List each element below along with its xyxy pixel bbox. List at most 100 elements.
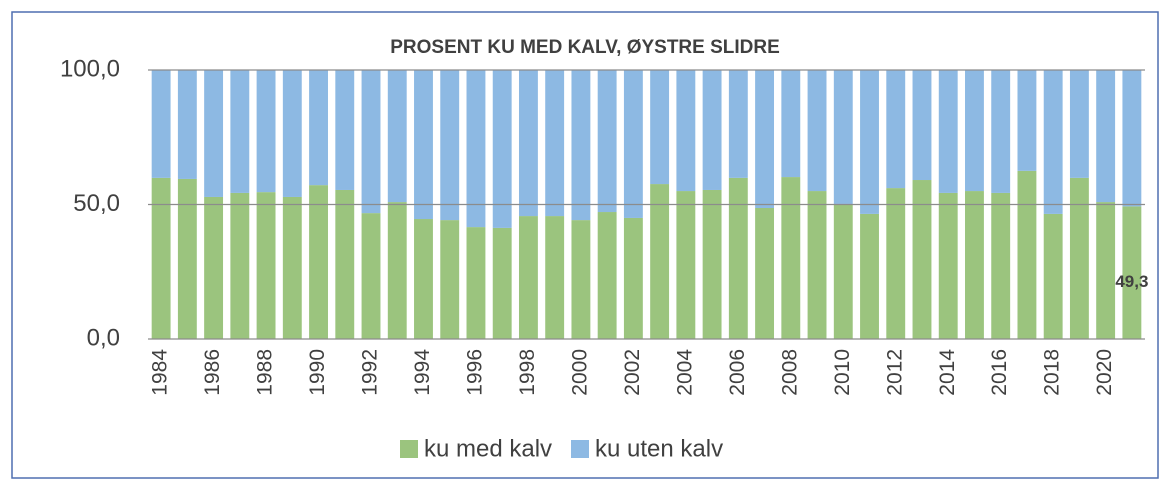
bar-segment [702, 189, 722, 339]
bar-segment [282, 196, 302, 339]
bar-segment [518, 216, 538, 339]
bar-segment [177, 178, 197, 339]
bar-segment [912, 180, 932, 339]
x-tick-label: 2014 [936, 349, 959, 396]
bar-segment [938, 192, 958, 339]
x-tick-label: 2008 [778, 349, 801, 396]
bar-segment [466, 70, 486, 228]
bar-segment [1017, 170, 1037, 339]
bar-segment [335, 70, 355, 190]
bar-segment [833, 70, 853, 204]
bar-segment [807, 191, 827, 339]
bar-segment [545, 216, 565, 339]
x-tick-label: 1988 [254, 349, 277, 396]
bar-segment [623, 217, 643, 339]
legend-swatch [571, 440, 589, 458]
bar-segment [571, 220, 591, 339]
bar-segment [781, 177, 801, 339]
bar-segment [965, 191, 984, 339]
bar-segment [282, 70, 302, 197]
x-tick-label: 2002 [621, 349, 644, 396]
bar-segment [1122, 70, 1142, 207]
bar-segment [230, 70, 250, 193]
bar-segment [387, 70, 407, 203]
bar-segment [256, 192, 276, 339]
bar-segment [571, 70, 591, 221]
x-tick-label: 2012 [883, 349, 906, 396]
y-tick-label: 100,0 [60, 55, 120, 82]
bar-segment [414, 219, 433, 339]
bar-segment [518, 70, 538, 217]
bar-segment [676, 191, 696, 339]
bar-segment [860, 70, 879, 214]
legend-label: ku med kalv [424, 435, 552, 462]
bar-segment [204, 196, 224, 339]
bar-segment [965, 70, 984, 192]
bar-segment [256, 70, 276, 193]
bar-segment [912, 70, 932, 181]
legend-swatch [400, 440, 418, 458]
bar-segment [991, 70, 1011, 193]
x-tick-label: 2000 [568, 349, 591, 396]
x-tick-label: 1996 [464, 349, 487, 396]
bar-segment [492, 70, 512, 228]
x-tick-label: 2010 [831, 349, 854, 396]
bar-segment [1069, 70, 1089, 178]
bar-segment [755, 207, 775, 339]
bar-segment [702, 70, 722, 190]
bar-segment [650, 184, 670, 339]
x-tick-label: 2020 [1093, 349, 1116, 396]
legend-label: ku uten kalv [595, 435, 723, 462]
bar-segment [1122, 206, 1142, 339]
bar-segment [361, 213, 381, 339]
bar-segment [807, 70, 827, 192]
bar-segment [440, 70, 460, 221]
bar-segment [177, 70, 197, 179]
bar-segment [938, 70, 958, 193]
x-tick-label: 1998 [516, 349, 539, 396]
bar-segment [623, 70, 643, 218]
bar-segment [860, 213, 879, 339]
x-tick-label: 2016 [988, 349, 1011, 396]
y-tick-label: 50,0 [73, 190, 120, 217]
x-tick-label: 2006 [726, 349, 749, 396]
bar-segment [466, 227, 486, 339]
bar-segment [886, 188, 906, 339]
x-tick-label: 1994 [411, 349, 434, 396]
bar-segment [230, 192, 250, 339]
bar-segment [545, 70, 565, 217]
bar-segment [1069, 177, 1089, 339]
x-tick-label: 1984 [149, 349, 172, 396]
bar-segment [833, 203, 853, 339]
bar-segment [886, 70, 906, 189]
bar-segment [387, 202, 407, 339]
bar-segment [1043, 70, 1063, 214]
bar-segment [650, 70, 670, 185]
bar-segment [755, 70, 775, 208]
x-tick-label: 1990 [306, 349, 329, 396]
x-tick-label: 2004 [673, 349, 696, 396]
bar-segment [361, 70, 381, 214]
x-tick-label: 1992 [359, 349, 382, 396]
y-tick-label: 0,0 [87, 324, 120, 351]
bar-segment [414, 70, 433, 220]
bar-segment [151, 177, 171, 339]
bar-segment [309, 70, 328, 186]
bar-segment [204, 70, 224, 197]
x-tick-label: 2018 [1041, 349, 1064, 396]
bar-segment [492, 227, 512, 339]
bar-segment [440, 220, 460, 339]
x-tick-label: 1986 [201, 349, 224, 396]
data-label: 49,3 [1115, 272, 1148, 291]
bar-segment [991, 192, 1011, 339]
bar-segment [728, 70, 748, 178]
bar-segment [728, 177, 748, 339]
bar-segment [1017, 70, 1037, 171]
bar-segment [309, 185, 328, 339]
bar-segment [1096, 202, 1116, 339]
bar-segment [1043, 213, 1063, 339]
bar-segment [597, 212, 617, 339]
bar-segment [1096, 70, 1116, 203]
chart-title: PROSENT KU MED KALV, ØYSTRE SLIDRE [390, 37, 780, 58]
